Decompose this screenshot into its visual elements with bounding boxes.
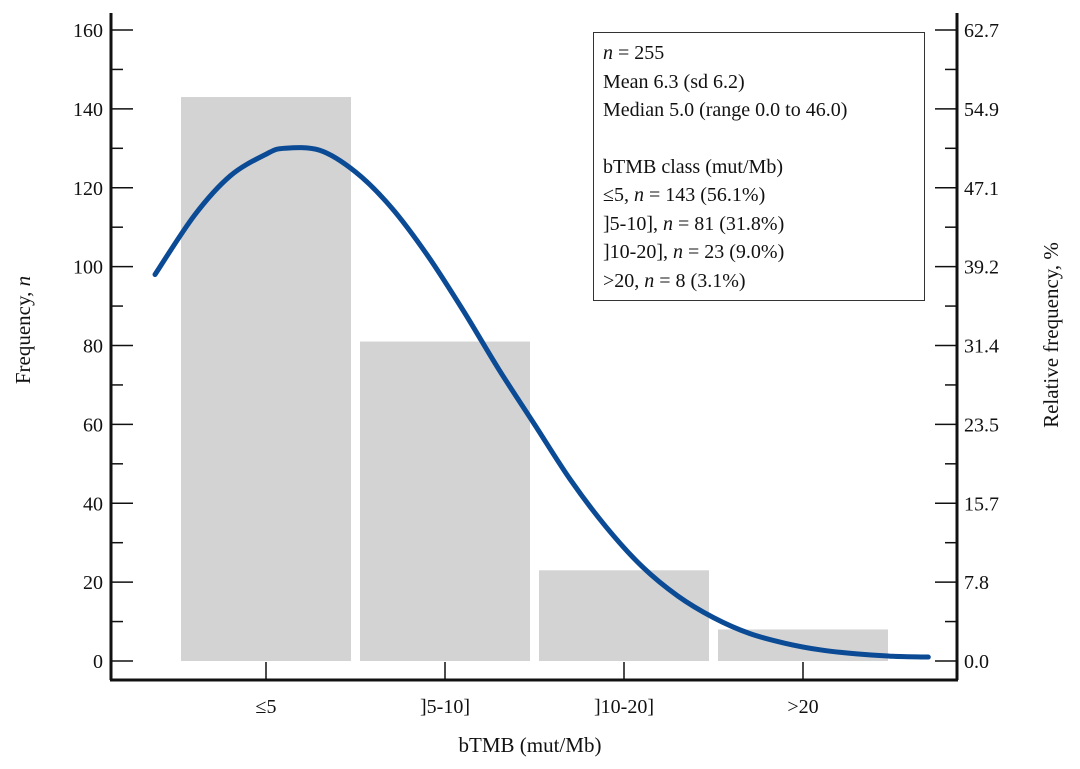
y-tick-label: 120: [73, 178, 103, 200]
axes-layer: 0 0.0 20 7.8 40 15.7 60 23.5 80 31.4 100 39.2 120 47.…: [73, 13, 999, 718]
bars-layer: [181, 97, 888, 661]
stats-legend-box: n = 255 Mean 6.3 (sd 6.2) Median 5.0 (ra…: [593, 32, 925, 301]
y-tick-label-right: 54.9: [964, 99, 999, 121]
stats-n: n = 255: [603, 42, 665, 64]
y-tick-label-right: 0.0: [964, 651, 989, 673]
y-tick-label: 80: [83, 336, 103, 358]
y-tick-label: 40: [83, 493, 103, 515]
y-axis-right-title: Relative frequency, %: [1039, 242, 1063, 428]
y-axis-title: Frequency, n: [11, 276, 35, 384]
stats-class-item: ]5-10], n = 81 (31.8%): [603, 212, 785, 235]
y-tick-label: 60: [83, 414, 103, 436]
bar: [181, 97, 351, 661]
x-tick-label: ]10-20]: [594, 696, 654, 718]
y-tick-label: 20: [83, 572, 103, 594]
fitted-curve: [152, 145, 931, 660]
y-tick-label: 140: [73, 99, 103, 121]
x-tick-label: ]5-10]: [420, 696, 470, 718]
x-tick-label: ≤5: [256, 696, 277, 718]
bar: [360, 341, 530, 661]
y-tick-label: 160: [73, 20, 103, 42]
y-tick-label-right: 15.7: [964, 493, 999, 515]
stats-class-item: ]10-20], n = 23 (9.0%): [603, 241, 785, 263]
y-tick-label-right: 7.8: [964, 572, 989, 594]
x-tick-label: >20: [787, 696, 818, 718]
y-tick-label-right: 39.2: [964, 257, 999, 279]
stats-class-title: bTMB class (mut/Mb): [603, 155, 783, 178]
y-tick-label-right: 23.5: [964, 414, 999, 436]
y-tick-label: 100: [73, 257, 103, 279]
stats-class-item: ≤5, n = 143 (56.1%): [603, 184, 766, 206]
bar: [539, 570, 709, 661]
stats-spacer: [603, 125, 924, 153]
y-tick-label-right: 62.7: [964, 20, 999, 42]
y-tick-label-right: 31.4: [964, 336, 999, 358]
y-tick-label: 0: [93, 651, 103, 673]
x-axis-title: bTMB (mut/Mb): [459, 733, 602, 757]
stats-mean: Mean 6.3 (sd 6.2): [603, 70, 745, 93]
stats-median: Median 5.0 (range 0.0 to 46.0): [603, 99, 848, 121]
stats-class-item: >20, n = 8 (3.1%): [603, 269, 746, 292]
y-tick-label-right: 47.1: [964, 178, 999, 200]
